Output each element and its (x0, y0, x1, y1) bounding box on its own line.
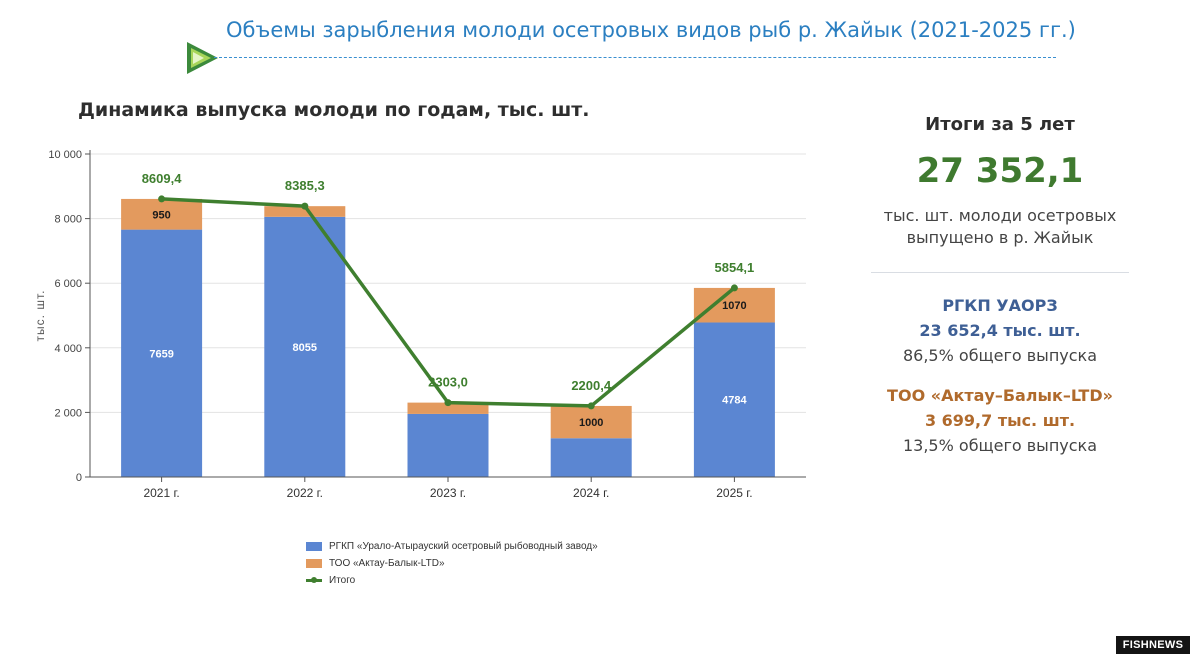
bar-segment-series-2 (407, 402, 489, 414)
total-point (587, 402, 595, 410)
org1-name: РГКП УАОРЗ (942, 296, 1058, 315)
total-data-label: 8385,3 (285, 178, 325, 193)
total-data-label: 2303,0 (428, 375, 468, 390)
x-tick-label: 2023 г. (430, 486, 466, 500)
total-point (301, 202, 309, 210)
summary-total: 27 352,1 (916, 151, 1084, 191)
legend-swatch-series-2 (306, 559, 322, 568)
x-tick-label: 2025 г. (716, 486, 752, 500)
legend-swatch-total (306, 576, 322, 585)
stacked-bar-chart: 0 2 000 4 000 6 000 8 000 10 000 тыс. шт. 7659 9… (33, 149, 806, 500)
org2-name: ТОО «Актау–Балык–LTD» (887, 386, 1113, 405)
total-data-label: 8609,4 (142, 171, 183, 186)
summary-heading: Итоги за 5 лет (925, 114, 1075, 135)
chart-heading: Динамика выпуска молоди по годам, тыс. ш… (78, 99, 590, 121)
y-tick-label: 4 000 (54, 343, 82, 355)
bar-segment-series-1 (550, 438, 632, 477)
bar-data-label: 950 (152, 209, 170, 221)
org2-share: 13,5% общего выпуска (902, 436, 1098, 455)
bar-segment-series-1 (407, 413, 489, 477)
org2-block: ТОО «Актау–Балык–LTD» 3 699,7 тыс. шт. 1… (870, 383, 1130, 458)
legend-label-series-1: РГКП «Урало-Атырауский осетровый рыбовод… (329, 541, 598, 552)
org1-share: 86,5% общего выпуска (902, 346, 1098, 365)
x-tick-label: 2022 г. (287, 486, 323, 500)
summary-divider (871, 272, 1129, 273)
bar-segment-series-2 (264, 206, 346, 217)
title-divider (214, 57, 1056, 58)
org1-amount: 23 652,4 тыс. шт. (919, 321, 1081, 340)
bar-data-label: 7659 (149, 348, 173, 360)
fishnews-badge: FISHNEWS (1116, 636, 1190, 654)
legend-label-total: Итого (329, 575, 356, 586)
total-point (730, 284, 738, 292)
legend-item-series-2: ТОО «Актау-Балык-LTD» (306, 555, 598, 572)
y-tick-label: 2 000 (54, 407, 82, 419)
legend-swatch-series-1 (306, 542, 322, 551)
bar-data-label: 4784 (722, 395, 747, 407)
y-tick-label: 0 (76, 472, 82, 484)
legend-item-series-1: РГКП «Урало-Атырауский осетровый рыбовод… (306, 538, 598, 555)
total-point (158, 195, 166, 203)
legend-label-series-2: ТОО «Актау-Балык-LTD» (329, 558, 445, 569)
y-tick-label: 10 000 (48, 149, 82, 161)
bar-segment-series-2 (550, 405, 632, 439)
y-axis-title: тыс. шт. (33, 290, 47, 342)
bar-segment-series-1 (693, 322, 775, 477)
summary-description: тыс. шт. молоди осетровых выпущено в р. … (883, 206, 1117, 247)
arrow-bullet-icon (187, 42, 218, 74)
y-tick-label: 8 000 (54, 214, 82, 226)
bar-segment-series-1 (121, 229, 203, 477)
bar-data-label: 8055 (293, 342, 317, 354)
x-tick-label: 2024 г. (573, 486, 609, 500)
org1-block: РГКП УАОРЗ 23 652,4 тыс. шт. 86,5% общег… (870, 293, 1130, 368)
summary-panel: Итоги за 5 лет 27 352,1 тыс. шт. молоди … (870, 110, 1130, 458)
chart-legend: РГКП «Урало-Атырауский осетровый рыбовод… (306, 538, 598, 589)
slide-title: Объемы зарыбления молоди осетровых видов… (226, 18, 1076, 42)
bar-segment-series-2 (121, 198, 203, 230)
bar-segment-series-2 (693, 287, 775, 323)
total-point (444, 399, 452, 407)
bar-segment-series-1 (264, 216, 346, 478)
bar-data-label: 1000 (579, 417, 603, 429)
total-data-label: 2200,4 (571, 378, 612, 393)
y-tick-label: 6 000 (54, 278, 82, 290)
legend-item-total: Итого (306, 572, 598, 589)
bar-data-label: 1070 (722, 300, 746, 312)
total-data-label: 5854,1 (715, 260, 755, 275)
x-tick-label: 2021 г. (143, 486, 179, 500)
org2-amount: 3 699,7 тыс. шт. (924, 411, 1076, 430)
